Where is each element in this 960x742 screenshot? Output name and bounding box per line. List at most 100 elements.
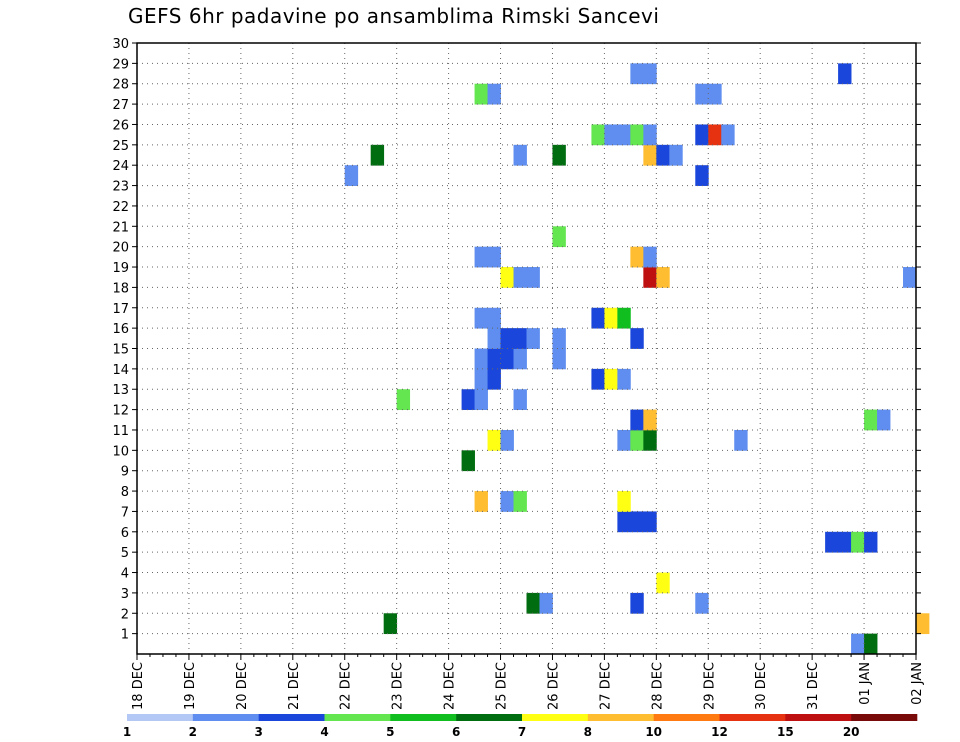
heatmap-cell bbox=[396, 389, 411, 410]
x-tick-label: 01 JAN bbox=[858, 662, 873, 705]
heatmap-cell bbox=[591, 124, 605, 146]
x-tick-label: 18 DEC bbox=[131, 662, 146, 710]
y-tick-label: 23 bbox=[112, 180, 129, 195]
heatmap-cell bbox=[500, 491, 514, 512]
x-tick-label: 26 DEC bbox=[546, 662, 561, 710]
chart-title: GEFS 6hr padavine po ansamblima Rimski S… bbox=[128, 4, 660, 28]
x-tick-label: 19 DEC bbox=[183, 662, 198, 710]
heatmap-cell bbox=[864, 531, 878, 553]
heatmap-cell bbox=[513, 491, 527, 512]
heatmap-cell bbox=[851, 633, 865, 655]
heatmap-cell bbox=[513, 348, 527, 370]
heatmap-cell bbox=[656, 267, 670, 288]
colorbar-label: 7 bbox=[518, 725, 526, 739]
heatmap-cell bbox=[643, 429, 657, 451]
colorbar-label: 20 bbox=[843, 725, 860, 739]
y-tick-label: 20 bbox=[112, 241, 129, 256]
y-tick-label: 30 bbox=[112, 37, 129, 52]
y-tick-label: 25 bbox=[112, 139, 129, 154]
y-tick-label: 16 bbox=[112, 322, 129, 337]
heatmap-cell bbox=[461, 450, 475, 472]
heatmap-cell bbox=[552, 144, 566, 166]
heatmap-cell bbox=[630, 63, 644, 85]
heatmap-cell bbox=[864, 409, 878, 431]
heatmap-cell bbox=[474, 491, 488, 512]
heatmap-cell bbox=[500, 328, 514, 349]
y-tick-label: 12 bbox=[112, 404, 129, 419]
y-tick-label: 24 bbox=[112, 159, 129, 174]
y-tick-label: 5 bbox=[121, 546, 129, 561]
y-tick-label: 19 bbox=[112, 261, 129, 276]
x-tick-label: 20 DEC bbox=[235, 662, 250, 710]
heatmap-cell bbox=[630, 429, 644, 451]
y-tick-label: 13 bbox=[112, 383, 129, 398]
heatmap-cell bbox=[617, 307, 631, 329]
colorbar-segment bbox=[719, 714, 786, 721]
y-tick-label: 22 bbox=[112, 200, 129, 215]
y-tick-label: 17 bbox=[112, 302, 129, 317]
y-tick-label: 18 bbox=[112, 281, 129, 296]
heatmap-cell bbox=[513, 328, 527, 349]
heatmap-cell bbox=[695, 83, 709, 105]
y-tick-label: 15 bbox=[112, 343, 129, 358]
heatmap-cell bbox=[864, 633, 878, 655]
heatmap-cell bbox=[500, 267, 514, 288]
heatmap-cell bbox=[474, 307, 488, 329]
y-tick-label: 14 bbox=[112, 363, 129, 378]
heatmap-cell bbox=[630, 246, 644, 268]
heatmap-cell bbox=[513, 267, 527, 288]
colorbar-segment bbox=[127, 714, 194, 721]
y-tick-label: 8 bbox=[121, 485, 129, 500]
heatmap-cell bbox=[838, 531, 852, 553]
x-tick-label: 25 DEC bbox=[495, 662, 510, 710]
heatmap-cell bbox=[669, 144, 683, 166]
y-tick-label: 29 bbox=[112, 57, 129, 72]
heatmap-cell bbox=[487, 348, 501, 370]
y-tick-label: 28 bbox=[112, 78, 129, 93]
colorbar-label: 10 bbox=[645, 725, 662, 739]
colorbar-segment bbox=[522, 714, 589, 721]
heatmap-cell bbox=[513, 144, 527, 166]
heatmap-cell bbox=[825, 531, 839, 553]
colorbar-segment bbox=[587, 714, 654, 721]
heatmap-cell bbox=[643, 124, 657, 146]
heatmap-cell bbox=[500, 429, 514, 451]
heatmap-cell bbox=[643, 267, 657, 288]
y-tick-label: 3 bbox=[121, 587, 129, 602]
x-tick-label: 02 JAN bbox=[910, 662, 925, 705]
heatmap-cell bbox=[734, 429, 748, 451]
x-tick-label: 30 DEC bbox=[754, 662, 769, 710]
heatmap-cell bbox=[474, 83, 488, 105]
colorbar-segment bbox=[785, 714, 852, 721]
heatmap-cell bbox=[461, 389, 475, 410]
heatmap-cell bbox=[474, 368, 488, 390]
heatmap-cell bbox=[487, 328, 501, 349]
heatmap-cell bbox=[487, 246, 501, 268]
x-tick-label: 27 DEC bbox=[598, 662, 613, 710]
heatmap-cell bbox=[877, 409, 891, 431]
heatmap-cell bbox=[617, 511, 631, 533]
heatmap-cell bbox=[630, 409, 644, 431]
heatmap-cell bbox=[591, 307, 605, 329]
colorbar-segment bbox=[258, 714, 325, 721]
colorbar-segment bbox=[851, 714, 918, 721]
heatmap-cell bbox=[617, 368, 631, 390]
heatmap-cell bbox=[370, 144, 385, 166]
heatmap-cell bbox=[643, 409, 657, 431]
colorbar-segment bbox=[192, 714, 259, 721]
heatmap-cell bbox=[604, 368, 618, 390]
heatmap-cell bbox=[604, 307, 618, 329]
y-tick-label: 6 bbox=[121, 526, 129, 541]
y-tick-label: 10 bbox=[112, 444, 129, 459]
y-tick-label: 4 bbox=[121, 567, 129, 582]
colorbar-label: 6 bbox=[452, 725, 460, 739]
heatmap-cell bbox=[474, 348, 488, 370]
heatmap-cell bbox=[721, 124, 735, 146]
colorbar-label: 1 bbox=[123, 725, 131, 739]
heatmap-cell bbox=[643, 63, 657, 85]
colorbar-segment bbox=[456, 714, 523, 721]
heatmap-cell bbox=[838, 63, 852, 85]
colorbar-label: 3 bbox=[254, 725, 262, 739]
x-tick-label: 31 DEC bbox=[806, 662, 821, 710]
